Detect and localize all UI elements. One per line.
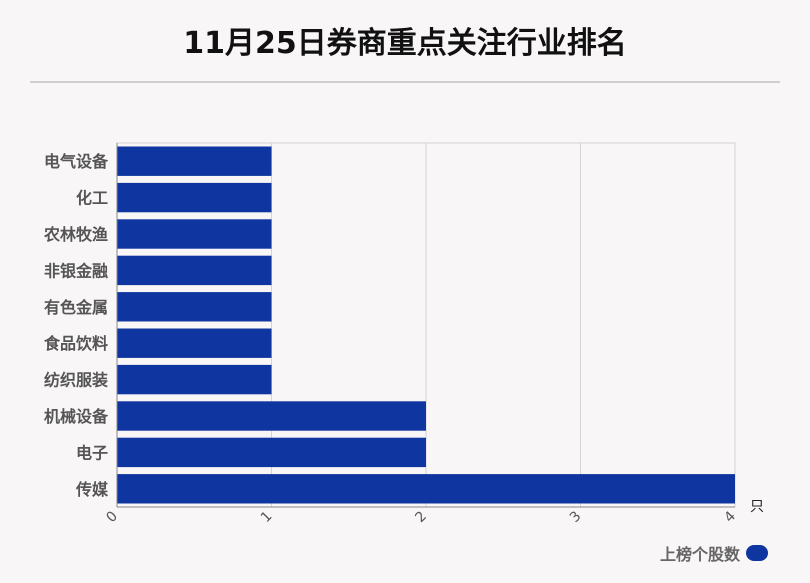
x-unit-label: 只 bbox=[750, 499, 764, 515]
category-label-9: 传媒 bbox=[75, 480, 109, 499]
tick-label-4: 4 bbox=[721, 508, 739, 526]
bar-8 bbox=[117, 437, 426, 468]
category-label-6: 纺织服装 bbox=[44, 371, 108, 390]
bar-1 bbox=[117, 182, 272, 213]
category-label-7: 机械设备 bbox=[44, 407, 109, 426]
title-divider bbox=[30, 81, 780, 83]
legend-label: 上榜个股数 bbox=[659, 545, 740, 564]
bar-4 bbox=[117, 292, 272, 322]
bar-9 bbox=[117, 474, 735, 504]
tick-label-0: 0 bbox=[103, 508, 121, 526]
bar-3 bbox=[117, 255, 272, 286]
category-label-2: 农林牧渔 bbox=[43, 225, 108, 244]
category-label-8: 电子 bbox=[76, 443, 108, 462]
tick-label-2: 2 bbox=[412, 508, 430, 526]
category-label-5: 食品饮料 bbox=[43, 334, 108, 353]
bar-7 bbox=[117, 401, 426, 431]
tick-label-1: 1 bbox=[258, 508, 276, 526]
tick-label-3: 3 bbox=[567, 508, 585, 526]
legend-swatch bbox=[746, 545, 768, 561]
category-label-3: 非银金融 bbox=[44, 261, 108, 280]
chart-title: 11月25日券商重点关注行业排名 bbox=[183, 26, 627, 61]
legend: 上榜个股数 bbox=[660, 541, 768, 565]
bar-2 bbox=[117, 219, 272, 249]
bar-5 bbox=[117, 328, 272, 358]
bar-6 bbox=[117, 364, 272, 395]
bar-0 bbox=[117, 146, 272, 176]
category-label-1: 化工 bbox=[76, 189, 108, 208]
category-label-0: 电气设备 bbox=[44, 152, 109, 171]
category-label-4: 有色金属 bbox=[44, 298, 108, 317]
